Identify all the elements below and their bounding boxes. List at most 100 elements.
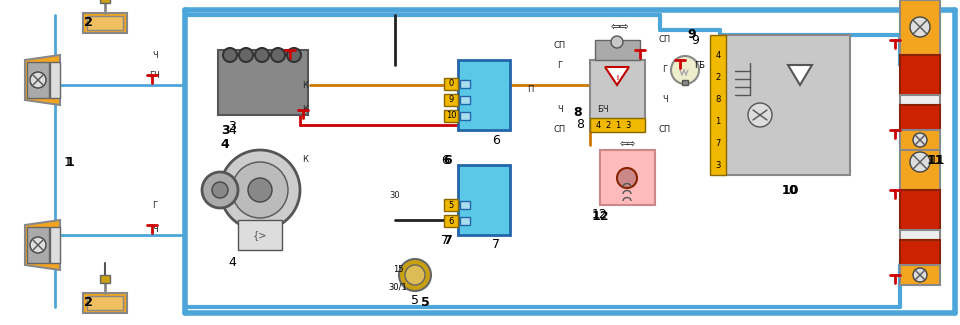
Text: {>: {> [252, 230, 267, 240]
Text: Г: Г [558, 60, 563, 70]
Text: 7: 7 [444, 233, 452, 246]
Text: СП: СП [659, 125, 671, 135]
Circle shape [910, 152, 930, 172]
Polygon shape [83, 293, 127, 313]
Bar [900, 0, 940, 55]
Circle shape [220, 150, 300, 230]
Text: 1: 1 [615, 121, 620, 129]
Bar [27, 62, 49, 98]
Text: 6: 6 [444, 153, 452, 166]
Text: 10: 10 [781, 184, 799, 197]
Text: 1: 1 [715, 116, 721, 125]
Text: Ч: Ч [557, 106, 563, 114]
Bar [720, 35, 850, 175]
Bar [87, 16, 123, 30]
Text: 15: 15 [393, 266, 403, 275]
Polygon shape [788, 65, 812, 85]
Bar [218, 50, 308, 115]
Bar [50, 227, 60, 263]
Circle shape [202, 172, 238, 208]
Text: 10: 10 [782, 184, 798, 197]
Text: 2: 2 [715, 72, 721, 82]
Text: 11: 11 [926, 153, 944, 166]
Circle shape [748, 103, 772, 127]
Text: 8: 8 [574, 106, 583, 119]
Text: 1: 1 [65, 155, 74, 168]
Bar [238, 220, 282, 250]
Text: 4: 4 [715, 50, 721, 59]
Text: 4: 4 [228, 124, 236, 136]
Bar [595, 40, 640, 60]
Circle shape [611, 36, 623, 48]
Bar [900, 190, 940, 230]
Text: 4: 4 [595, 121, 601, 129]
Text: ⇦⇨: ⇦⇨ [620, 140, 636, 150]
Bar [600, 150, 655, 205]
Bar [900, 105, 940, 130]
Text: СП: СП [659, 35, 671, 45]
Bar [460, 80, 470, 88]
Text: Ч: Ч [152, 226, 157, 235]
Circle shape [212, 182, 228, 198]
Text: ГЧ: ГЧ [150, 71, 160, 80]
Text: 2: 2 [84, 17, 92, 30]
Circle shape [405, 265, 425, 285]
Polygon shape [25, 220, 60, 270]
Text: 10: 10 [445, 111, 456, 121]
Bar [460, 201, 470, 209]
Polygon shape [605, 67, 629, 85]
Text: 8: 8 [576, 119, 584, 132]
Text: К: К [302, 81, 308, 89]
Bar [50, 62, 60, 98]
Circle shape [255, 48, 269, 62]
Text: 1: 1 [64, 157, 72, 170]
Bar [682, 80, 688, 85]
Bar [900, 95, 940, 105]
Polygon shape [83, 13, 127, 33]
Text: 3: 3 [228, 121, 236, 134]
Bar [460, 96, 470, 104]
Bar [100, 275, 110, 283]
Bar [444, 78, 458, 90]
Text: 3: 3 [715, 161, 721, 170]
Text: 30/1: 30/1 [389, 282, 407, 292]
Circle shape [30, 237, 46, 253]
Bar [87, 296, 123, 310]
Bar [900, 230, 940, 240]
Text: СП: СП [554, 125, 566, 135]
Circle shape [399, 259, 431, 291]
Bar [460, 112, 470, 120]
Bar [900, 135, 940, 190]
Text: 4: 4 [228, 256, 236, 269]
Text: 12: 12 [592, 209, 608, 222]
Text: 8: 8 [715, 95, 721, 103]
Text: 7: 7 [441, 233, 449, 246]
Text: ГБ: ГБ [694, 60, 706, 70]
Text: 4: 4 [221, 138, 229, 151]
Polygon shape [25, 55, 60, 105]
Circle shape [248, 178, 272, 202]
Text: П: П [527, 85, 533, 95]
Text: 9: 9 [448, 96, 454, 105]
Text: 5: 5 [448, 201, 454, 210]
Circle shape [913, 268, 927, 282]
Bar [444, 199, 458, 211]
Bar [458, 60, 510, 130]
Text: К: К [302, 106, 308, 114]
Text: СП: СП [554, 41, 566, 49]
Text: 5: 5 [420, 296, 429, 309]
Bar [100, 0, 110, 3]
Text: 2: 2 [84, 296, 92, 309]
Text: 7: 7 [715, 138, 721, 148]
Circle shape [239, 48, 253, 62]
Text: 9: 9 [687, 29, 696, 42]
Circle shape [30, 72, 46, 88]
Circle shape [271, 48, 285, 62]
Bar [900, 130, 940, 150]
Circle shape [671, 56, 699, 84]
Bar [590, 60, 645, 130]
Text: 6: 6 [441, 153, 449, 166]
Text: Ч: Ч [152, 50, 157, 59]
Bar [444, 215, 458, 227]
Circle shape [910, 17, 930, 37]
